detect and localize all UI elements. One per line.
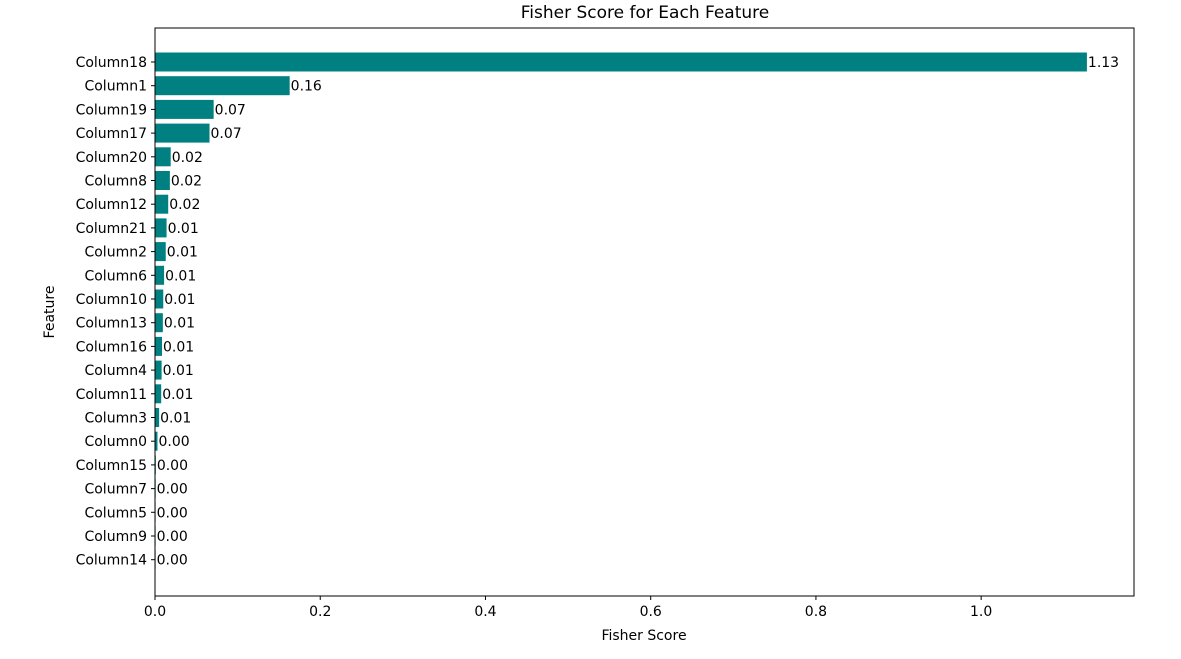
data-label-column21: 0.01: [168, 221, 199, 237]
x-tick-label: 0.0: [144, 604, 166, 620]
bar-column18: [155, 52, 1087, 72]
y-tick-label-column18: Column18: [76, 55, 147, 71]
data-label-column20: 0.02: [172, 150, 203, 166]
data-label-column8: 0.02: [171, 174, 202, 190]
y-tick-label-column13: Column13: [76, 316, 147, 332]
x-axis-ticks: 0.0 0.2 0.4 0.6 0.8 1.0: [144, 596, 992, 620]
y-tick-label-column21: Column21: [76, 221, 147, 237]
data-label-column11: 0.01: [162, 387, 193, 403]
data-label-column2: 0.01: [167, 245, 198, 261]
x-tick-label: 0.4: [474, 604, 496, 620]
data-label-column12: 0.02: [169, 197, 200, 213]
chart-title: Fisher Score for Each Feature: [521, 3, 769, 23]
y-tick-label-column12: Column12: [76, 197, 147, 213]
data-label-column4: 0.01: [163, 363, 194, 379]
x-tick-label: 0.2: [309, 604, 331, 620]
data-label-column14: 0.00: [157, 553, 188, 569]
y-tick-label-column1: Column1: [84, 79, 147, 95]
bar-column10: [155, 289, 164, 309]
data-label-column18: 1.13: [1088, 55, 1119, 71]
bar-column13: [155, 313, 163, 333]
data-label-column3: 0.01: [160, 411, 191, 427]
y-tick-label-column4: Column4: [84, 363, 147, 379]
bar-column12: [155, 194, 169, 214]
y-tick-label-column14: Column14: [76, 553, 148, 569]
y-tick-label-column17: Column17: [76, 126, 147, 142]
y-axis-label: Feature: [42, 286, 58, 339]
data-label-column1: 0.16: [291, 79, 322, 95]
y-tick-label-column8: Column8: [84, 174, 147, 190]
bar-column19: [155, 99, 214, 119]
data-label-column17: 0.07: [211, 126, 242, 142]
bar-column2: [155, 242, 166, 262]
y-tick-label-column19: Column19: [76, 102, 147, 118]
bar-column0: [155, 431, 158, 451]
data-labels-layer: 1.13 0.16 0.07 0.07 0.02 0.02 0.02 0.01 0.01 0.01…: [157, 55, 1119, 569]
x-tick-label: 0.6: [640, 604, 662, 620]
data-label-column13: 0.01: [164, 316, 195, 332]
x-tick-label: 0.8: [805, 604, 827, 620]
bar-column3: [155, 408, 160, 427]
data-label-column19: 0.07: [215, 102, 246, 118]
x-tick-label: 1.0: [970, 604, 992, 620]
bar-column20: [155, 147, 171, 167]
bar-column17: [155, 123, 210, 143]
y-tick-label-column7: Column7: [84, 482, 147, 498]
data-label-column5: 0.00: [157, 505, 188, 521]
bar-column16: [155, 336, 163, 356]
data-label-column16: 0.01: [163, 339, 194, 355]
bar-column1: [155, 76, 290, 96]
bar-column6: [155, 265, 165, 285]
y-tick-label-column3: Column3: [84, 411, 147, 427]
y-tick-label-column16: Column16: [76, 339, 148, 355]
data-label-column0: 0.00: [158, 434, 189, 450]
plot-frame: [154, 27, 1135, 597]
bar-column4: [155, 360, 162, 380]
data-label-column15: 0.00: [157, 458, 188, 474]
y-tick-label-column20: Column20: [76, 150, 147, 166]
data-label-column7: 0.00: [157, 482, 188, 498]
bar-column8: [155, 171, 170, 190]
y-tick-label-column5: Column5: [84, 505, 147, 521]
y-tick-label-column9: Column9: [84, 529, 147, 545]
bar-column21: [155, 218, 167, 238]
bar-column11: [155, 384, 162, 404]
y-tick-label-column11: Column11: [76, 387, 147, 403]
y-tick-label-column15: Column15: [76, 458, 147, 474]
y-tick-label-column0: Column0: [84, 434, 147, 450]
data-label-column10: 0.01: [164, 292, 195, 308]
y-axis-ticks: Column18 Column1 Column19 Column17 Column20 C…: [76, 55, 155, 569]
bars-layer: [155, 52, 1087, 570]
x-axis-label: Fisher Score: [601, 628, 686, 644]
data-label-column9: 0.00: [157, 529, 188, 545]
y-tick-label-column2: Column2: [84, 245, 147, 261]
y-tick-label-column6: Column6: [84, 268, 147, 284]
data-label-column6: 0.01: [165, 268, 196, 284]
y-tick-label-column10: Column10: [76, 292, 147, 308]
